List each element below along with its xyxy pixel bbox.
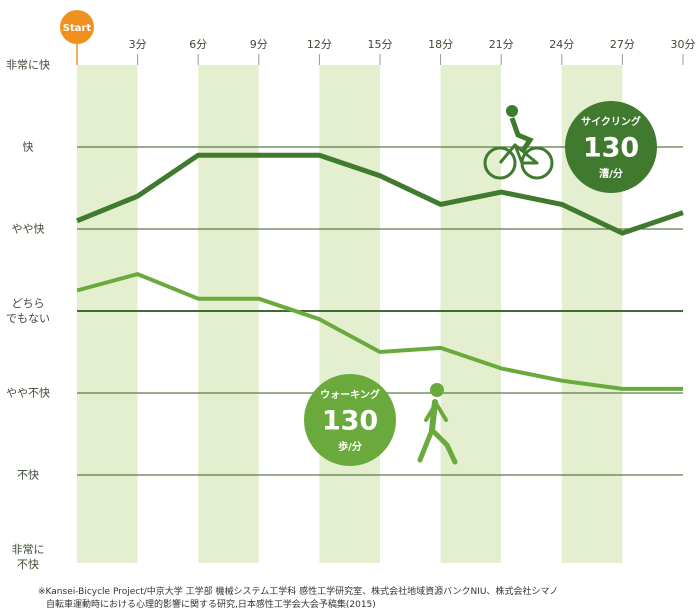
y-tick-label: やや不快 [6,386,50,400]
x-tick-label: 24分 [549,38,574,51]
head [430,383,444,397]
badge-unit: 歩/分 [338,440,362,453]
line [76,152,684,236]
band [440,65,502,563]
band [77,65,138,563]
footnote: 自転車運動時における心理的影響に関する研究,日本感性工学会大会予稿集(2015) [46,600,376,610]
x-tick-label: 6分 [189,38,207,51]
wheel [483,146,517,180]
badge [304,374,396,466]
band [198,65,259,563]
badge-name: サイクリング [581,115,641,128]
band [380,65,441,563]
badge-rate: 130 [322,406,378,437]
y-tick-label: 快 [22,140,34,154]
x-tick-label: 15分 [368,38,393,51]
x-tick-label: 12分 [307,38,332,51]
head [506,105,518,117]
frame [498,143,539,165]
y-tick-label: 不快 [17,468,39,482]
y-tick-label: どちら でもない [6,297,50,325]
badge [565,101,657,193]
x-tick-label: 3分 [129,38,147,51]
x-tick-label: 21分 [489,38,514,51]
x-tick-label: 30分 [671,38,696,51]
start-badge [60,10,94,44]
cyclist-icon [483,105,554,180]
leg [429,427,458,465]
walker-icon [417,383,458,465]
arm [435,403,448,422]
band [137,65,199,563]
x-tick-label: 9分 [250,38,268,51]
footnote: ※Kansei-Bicycle Project/中京大学 工学部 機械システム工… [38,587,559,597]
x-tick-label: 18分 [428,38,453,51]
y-tick-label: やや快 [11,222,45,236]
y-tick-label: 非常に快 [6,58,50,72]
leg [417,427,435,463]
band [258,65,320,563]
line [76,272,683,391]
band [319,65,380,563]
rider [509,117,534,154]
badge-rate: 130 [583,133,639,164]
x-tick-label: 27分 [610,38,635,51]
x-tick-label: Start [63,23,92,34]
arm [424,403,437,422]
badge-name: ウォーキング [320,388,380,401]
badge-unit: 漕/分 [599,167,623,180]
y-tick-label: 非常に 不快 [11,543,45,571]
